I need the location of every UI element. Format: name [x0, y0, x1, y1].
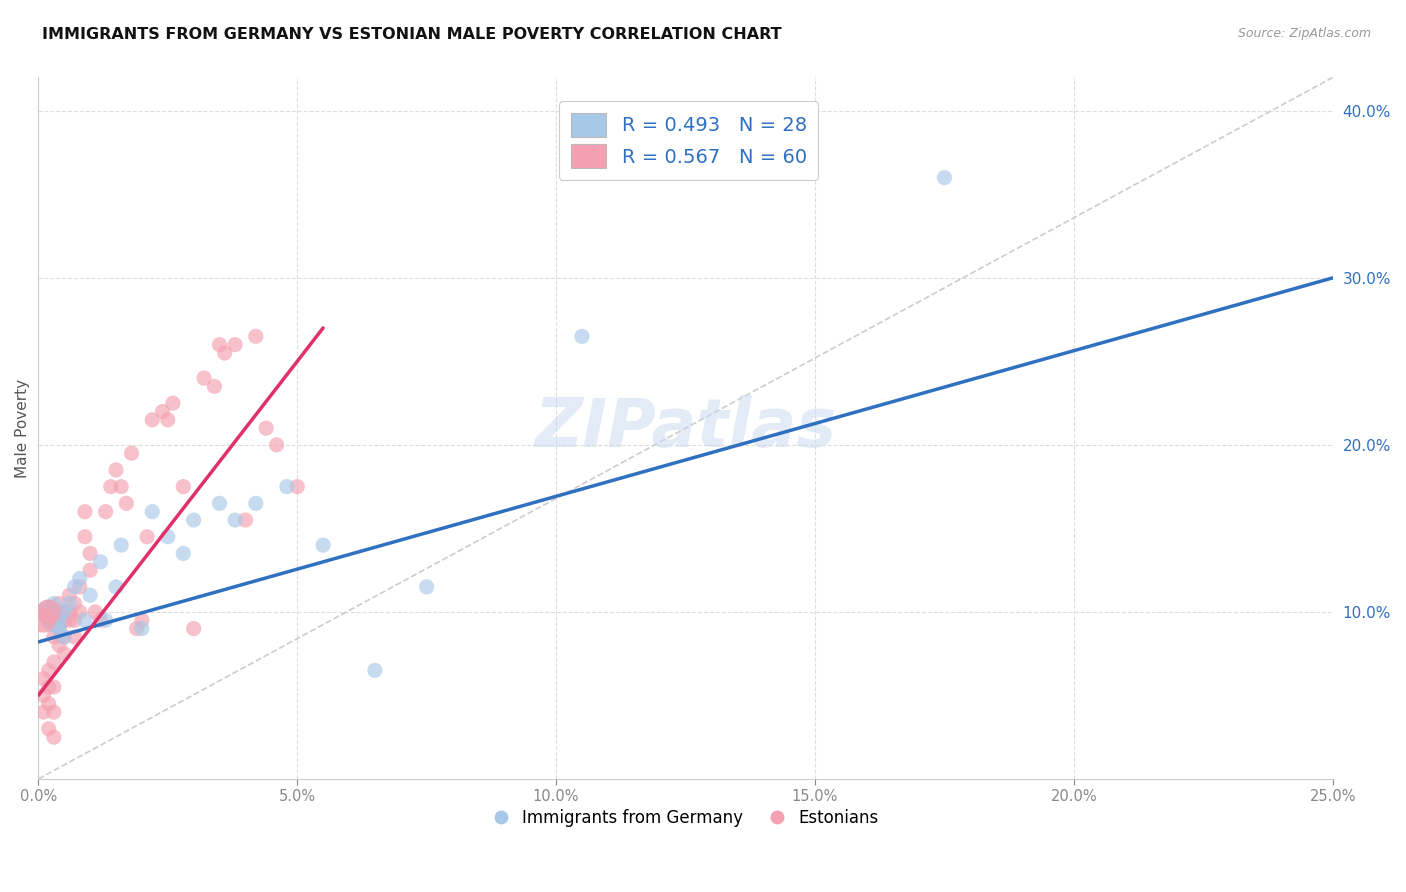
- Point: [63, 630, 86, 644]
- Point: [32, 672, 55, 686]
- Point: [571, 329, 593, 343]
- Point: [100, 480, 122, 494]
- Point: [115, 496, 138, 510]
- Point: [58, 588, 80, 602]
- Point: [224, 513, 246, 527]
- Point: [48, 605, 70, 619]
- Point: [156, 530, 179, 544]
- Point: [934, 170, 956, 185]
- Point: [141, 413, 163, 427]
- Point: [266, 438, 288, 452]
- Point: [38, 697, 60, 711]
- Point: [105, 580, 128, 594]
- Point: [254, 421, 277, 435]
- Point: [183, 622, 205, 636]
- Point: [32, 705, 55, 719]
- Point: [53, 647, 76, 661]
- Point: [214, 346, 236, 360]
- Point: [172, 546, 194, 560]
- Point: [131, 613, 153, 627]
- Point: [38, 722, 60, 736]
- Point: [48, 622, 70, 636]
- Point: [53, 613, 76, 627]
- Point: [38, 605, 60, 619]
- Point: [245, 496, 267, 510]
- Point: [136, 530, 159, 544]
- Text: ZIPatlas: ZIPatlas: [534, 395, 837, 461]
- Point: [48, 597, 70, 611]
- Point: [364, 664, 387, 678]
- Point: [202, 379, 225, 393]
- Point: [73, 505, 96, 519]
- Point: [312, 538, 335, 552]
- Point: [38, 613, 60, 627]
- Point: [162, 396, 184, 410]
- Point: [58, 597, 80, 611]
- Point: [42, 705, 65, 719]
- Point: [63, 597, 86, 611]
- Point: [42, 730, 65, 744]
- Point: [193, 371, 215, 385]
- Point: [110, 538, 132, 552]
- Point: [79, 588, 101, 602]
- Legend: Immigrants from Germany, Estonians: Immigrants from Germany, Estonians: [485, 803, 886, 834]
- Point: [73, 613, 96, 627]
- Point: [125, 622, 148, 636]
- Point: [110, 480, 132, 494]
- Point: [89, 613, 111, 627]
- Point: [79, 563, 101, 577]
- Point: [48, 622, 70, 636]
- Point: [183, 513, 205, 527]
- Point: [235, 513, 257, 527]
- Point: [84, 605, 107, 619]
- Point: [32, 689, 55, 703]
- Point: [53, 630, 76, 644]
- Point: [141, 505, 163, 519]
- Point: [73, 530, 96, 544]
- Point: [69, 580, 91, 594]
- Point: [38, 680, 60, 694]
- Point: [38, 664, 60, 678]
- Point: [121, 446, 143, 460]
- Point: [152, 404, 174, 418]
- Point: [42, 655, 65, 669]
- Point: [172, 480, 194, 494]
- Point: [415, 580, 437, 594]
- Point: [276, 480, 298, 494]
- Point: [63, 613, 86, 627]
- Point: [69, 572, 91, 586]
- Point: [131, 622, 153, 636]
- Point: [38, 605, 60, 619]
- Point: [48, 613, 70, 627]
- Point: [89, 555, 111, 569]
- Point: [42, 597, 65, 611]
- Y-axis label: Male Poverty: Male Poverty: [15, 378, 30, 478]
- Point: [94, 613, 117, 627]
- Point: [48, 638, 70, 652]
- Point: [58, 605, 80, 619]
- Text: IMMIGRANTS FROM GERMANY VS ESTONIAN MALE POVERTY CORRELATION CHART: IMMIGRANTS FROM GERMANY VS ESTONIAN MALE…: [42, 27, 782, 42]
- Point: [53, 605, 76, 619]
- Point: [245, 329, 267, 343]
- Point: [53, 630, 76, 644]
- Text: Source: ZipAtlas.com: Source: ZipAtlas.com: [1237, 27, 1371, 40]
- Point: [69, 605, 91, 619]
- Point: [58, 613, 80, 627]
- Point: [42, 680, 65, 694]
- Point: [208, 337, 231, 351]
- Point: [42, 630, 65, 644]
- Point: [63, 580, 86, 594]
- Point: [42, 613, 65, 627]
- Point: [224, 337, 246, 351]
- Point: [208, 496, 231, 510]
- Point: [94, 505, 117, 519]
- Point: [156, 413, 179, 427]
- Point: [32, 613, 55, 627]
- Point: [285, 480, 308, 494]
- Point: [105, 463, 128, 477]
- Point: [79, 546, 101, 560]
- Point: [53, 605, 76, 619]
